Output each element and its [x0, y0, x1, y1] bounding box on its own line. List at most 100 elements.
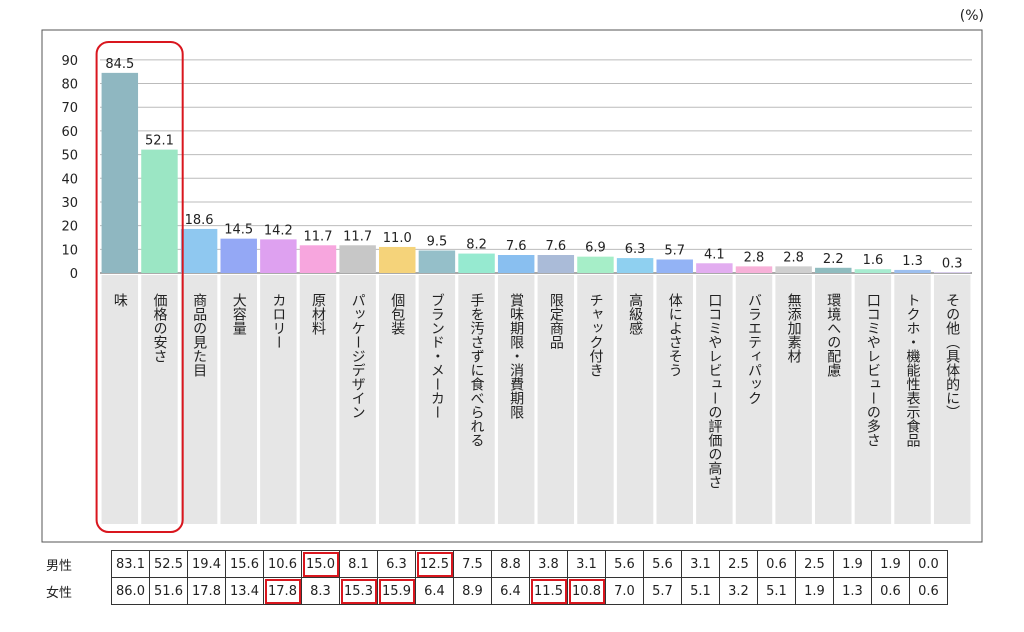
bar [141, 149, 178, 273]
bar-value-label: 52.1 [145, 134, 174, 149]
bar [696, 263, 733, 273]
bar-value-label: 7.6 [545, 239, 566, 254]
chart-frame [41, 29, 983, 543]
table-cell: 7.0 [605, 577, 644, 605]
bar-value-label: 7.6 [506, 239, 527, 254]
category-background [735, 275, 773, 524]
table-cell: 6.3 [377, 550, 416, 578]
table-cell: 5.1 [757, 577, 796, 605]
bar [458, 253, 495, 273]
bar [735, 266, 773, 273]
category-background [656, 275, 693, 524]
category-label: 無添加素材 [786, 293, 802, 363]
category-background [141, 275, 178, 524]
category-background [418, 275, 456, 524]
category-background [616, 275, 654, 524]
y-tick-label: 80 [61, 78, 78, 93]
bar [894, 269, 931, 273]
category-label: 味 [112, 293, 128, 307]
y-tick-label: 0 [70, 267, 78, 282]
category-label: 体によさそう [667, 293, 683, 377]
table-cell: 8.9 [453, 577, 492, 605]
category-label: 限定商品 [548, 293, 564, 349]
bar-value-label: 18.6 [185, 213, 214, 228]
bar [101, 72, 139, 273]
table-cell: 5.6 [643, 550, 682, 578]
table-cell: 6.4 [415, 577, 454, 605]
category-label: トクホ・機能性表示食品 [905, 293, 921, 447]
table-cell: 11.5 [529, 577, 568, 605]
category-background [260, 275, 297, 524]
category-background [339, 275, 376, 524]
category-background [299, 275, 337, 524]
bar-value-label: 1.6 [863, 253, 884, 268]
table-cell: 3.1 [681, 550, 720, 578]
table-cell: 3.8 [529, 550, 568, 578]
category-background [775, 275, 812, 524]
category-background [180, 275, 218, 524]
y-tick-label: 10 [61, 243, 78, 258]
bar [180, 228, 218, 273]
y-tick-label: 60 [61, 125, 78, 140]
table-cell: 5.7 [643, 577, 682, 605]
bar-value-label: 6.9 [585, 241, 606, 256]
unit-label: (%) [959, 8, 984, 24]
table-cell: 6.4 [491, 577, 530, 605]
bar-value-label: 9.5 [427, 235, 448, 250]
table-cell: 0.0 [909, 550, 948, 578]
table-cell: 10.8 [567, 577, 606, 605]
bar-chart: 0 10 20 30 40 50 60 70 80 90 84.5 味 52.1 価格の安さ 18.6 商品の… [41, 29, 983, 543]
table-cell: 1.9 [833, 550, 872, 578]
bar-value-label: 1.3 [902, 254, 923, 269]
category-label: 個包装 [389, 293, 405, 335]
category-background [577, 275, 614, 524]
y-tick-label: 40 [61, 172, 78, 187]
highlight-box [95, 41, 184, 533]
bar [339, 245, 376, 273]
bar [616, 258, 654, 273]
table-cell: 15.0 [301, 550, 340, 578]
category-background [379, 275, 416, 524]
category-background [696, 275, 733, 524]
category-label: その他（具体的に） [944, 293, 960, 419]
table-cell: 0.6 [871, 577, 910, 605]
bar [537, 255, 575, 273]
table-cell: 10.6 [263, 550, 302, 578]
category-label: ブランド・メーカー [429, 293, 445, 419]
bar-value-label: 14.2 [264, 223, 293, 238]
bar [656, 259, 693, 273]
bar-value-label: 8.2 [466, 238, 487, 253]
bar-value-label: 84.5 [105, 57, 134, 72]
table-cell: 17.8 [187, 577, 226, 605]
row-label: 男性 [46, 558, 73, 574]
bar [933, 272, 971, 273]
category-label: 賞味期限・消費期限 [508, 293, 524, 419]
table-cell: 0.6 [757, 550, 796, 578]
category-label: 商品の見た目 [191, 293, 207, 377]
category-label: 原材料 [310, 293, 326, 335]
table-row: 男性 83.1 52.5 19.4 15.6 10.6 15.0 8.1 6.3 12.5 7.5 8… [40, 550, 948, 578]
table-cell: 1.9 [871, 550, 910, 578]
bar [260, 239, 297, 273]
category-background [458, 275, 495, 524]
category-background [497, 275, 535, 524]
bar [497, 255, 535, 273]
bar [775, 266, 812, 273]
bar-value-label: 14.5 [224, 223, 253, 238]
table-cell: 8.8 [491, 550, 530, 578]
category-background [220, 275, 257, 524]
bar [379, 246, 416, 273]
category-label: 環境への配慮 [825, 293, 841, 377]
bar [220, 238, 257, 273]
bar-value-label: 11.0 [383, 231, 412, 246]
bar-value-label: 5.7 [664, 244, 685, 259]
row-label: 女性 [46, 585, 73, 601]
table-cell: 1.9 [795, 577, 834, 605]
table-cell: 2.5 [795, 550, 834, 578]
bar-value-label: 2.2 [823, 252, 844, 267]
table-cell: 5.1 [681, 577, 720, 605]
category-label: 手を汚さずに食べられる [469, 293, 485, 447]
category-background [815, 275, 852, 524]
bar-value-label: 11.7 [304, 229, 333, 244]
category-label: カロリー [270, 293, 286, 349]
